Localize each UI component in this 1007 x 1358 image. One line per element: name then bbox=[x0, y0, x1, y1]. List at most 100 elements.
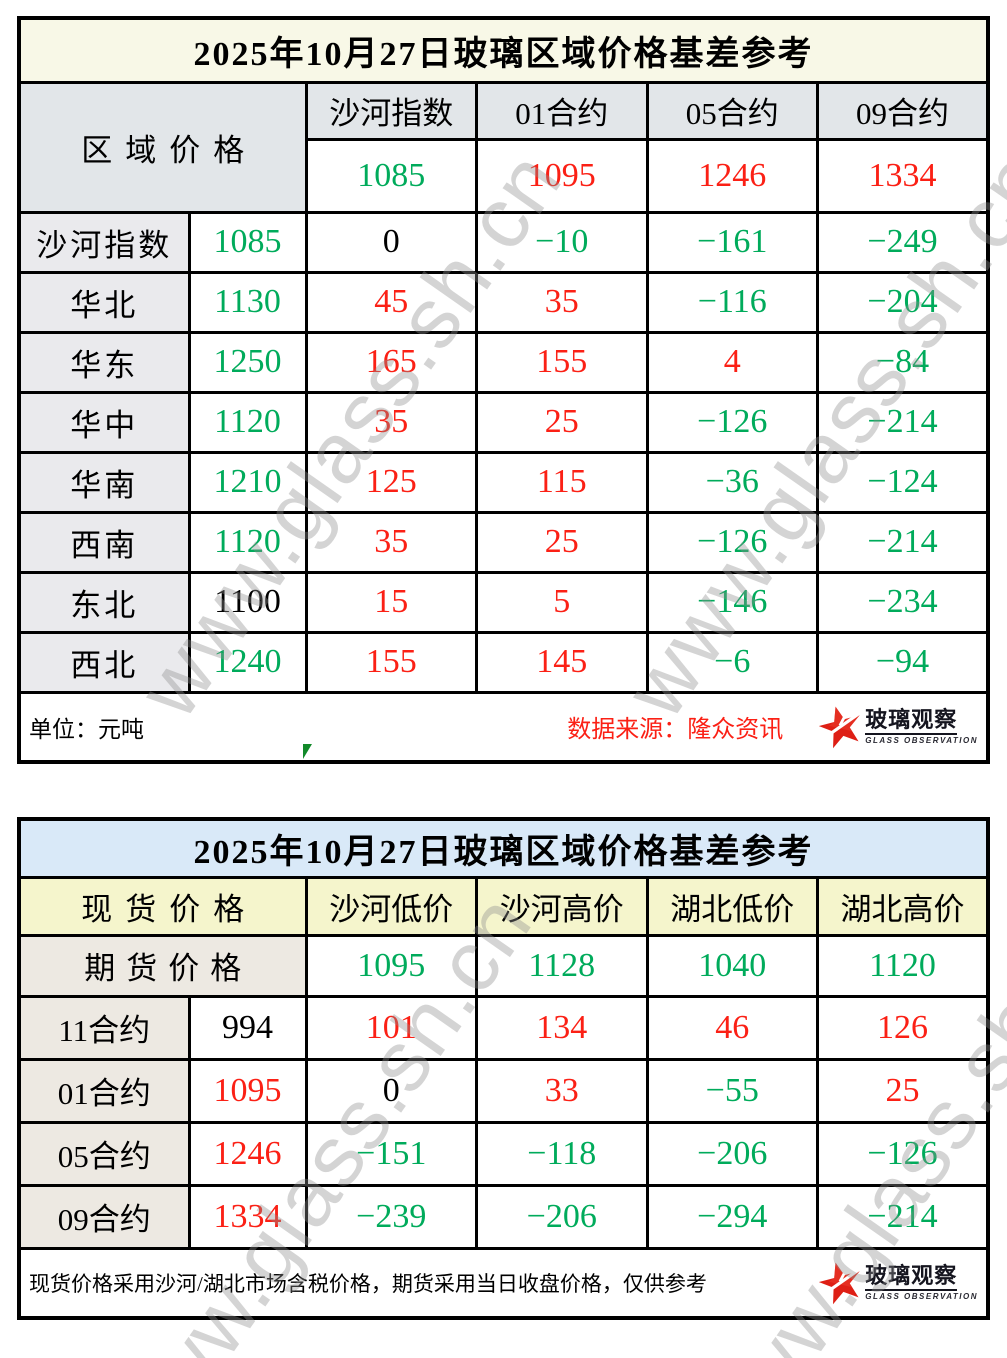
logo-subtitle: GLASS OBSERVATION bbox=[865, 1291, 978, 1301]
basis-cell: −214 bbox=[816, 1183, 990, 1250]
basis-cell: −234 bbox=[816, 570, 990, 634]
basis-cell: 0 bbox=[304, 210, 478, 274]
table-row: 华东 1250 165 155 4 −84 bbox=[17, 330, 990, 394]
basis-cell: 35 bbox=[304, 510, 478, 574]
basis-cell: 165 bbox=[304, 330, 478, 394]
table-row: 01合约 1095 0 33 −55 25 bbox=[17, 1057, 990, 1124]
spot-price-cell: 1040 bbox=[645, 933, 819, 998]
glass-observation-logo: 玻璃观察 GLASS OBSERVATION bbox=[819, 702, 978, 751]
basis-cell: −126 bbox=[645, 510, 819, 574]
futures-price-cell: 1085 bbox=[304, 137, 478, 214]
table-row: 华南 1210 125 115 −36 −124 bbox=[17, 450, 990, 514]
row-label: 华北 bbox=[17, 270, 191, 334]
disclaimer-note: 现货价格采用沙河/湖北市场含税价格，期货采用当日收盘价格，仅供参考 bbox=[29, 1271, 707, 1296]
contract-price-cell: 1334 bbox=[187, 1183, 308, 1250]
col-header-contract-09: 09合约 bbox=[816, 80, 990, 141]
spot-basis-table: 2025年10月27日玻璃区域价格基差参考 现货价格 沙河低价 沙河高价 湖北低… bbox=[17, 817, 990, 1320]
row-label: 东北 bbox=[17, 570, 191, 634]
spot-price-cell: 1120 bbox=[816, 933, 990, 998]
table1-footer: 单位：元吨 数据来源：隆众资讯 bbox=[17, 690, 990, 764]
basis-cell: 25 bbox=[475, 510, 649, 574]
basis-cell: −124 bbox=[816, 450, 990, 514]
table-row: 东北 1100 15 5 −146 −234 bbox=[17, 570, 990, 634]
basis-cell: −55 bbox=[645, 1057, 819, 1124]
table2-corner-label: 现货价格 bbox=[17, 875, 308, 937]
basis-cell: −6 bbox=[645, 630, 819, 694]
logo-subtitle: GLASS OBSERVATION bbox=[865, 735, 978, 745]
cell-comment-flag bbox=[303, 744, 312, 759]
row-label: 01合约 bbox=[17, 1057, 191, 1124]
table2-footer: 现货价格采用沙河/湖北市场含税价格，期货采用当日收盘价格，仅供参考 bbox=[17, 1246, 990, 1320]
data-source-label: 数据来源：隆众资讯 bbox=[567, 717, 784, 744]
basis-cell: −94 bbox=[816, 630, 990, 694]
basis-cell: −84 bbox=[816, 330, 990, 394]
row-label: 西南 bbox=[17, 510, 191, 574]
row-label: 沙河指数 bbox=[17, 210, 191, 274]
basis-cell: 35 bbox=[304, 390, 478, 454]
logo-star-icon bbox=[819, 1258, 864, 1305]
col-header-shahe-index: 沙河指数 bbox=[304, 80, 478, 141]
spot-price-cell: 1120 bbox=[187, 510, 308, 574]
spot-price-cell: 1100 bbox=[187, 570, 308, 634]
table1-corner-label: 区域价格 bbox=[17, 80, 308, 214]
contract-price-cell: 1246 bbox=[187, 1120, 308, 1187]
spot-price-cell: 1210 bbox=[187, 450, 308, 514]
table-row: 沙河指数 1085 0 −10 −161 −249 bbox=[17, 210, 990, 274]
table-row: 西南 1120 35 25 −126 −214 bbox=[17, 510, 990, 574]
basis-cell: 46 bbox=[645, 994, 819, 1061]
table-row: 11合约 994 101 134 46 126 bbox=[17, 994, 990, 1061]
row-label: 华南 bbox=[17, 450, 191, 514]
spot-price-cell: 1130 bbox=[187, 270, 308, 334]
basis-cell: −161 bbox=[645, 210, 819, 274]
region-basis-grid: 2025年10月27日玻璃区域价格基差参考 区域价格 沙河指数 01合约 05合… bbox=[17, 16, 990, 764]
row-label: 11合约 bbox=[17, 994, 191, 1061]
basis-cell: 155 bbox=[304, 630, 478, 694]
table-row: 05合约 1246 −151 −118 −206 −126 bbox=[17, 1120, 990, 1187]
table1-title: 2025年10月27日玻璃区域价格基差参考 bbox=[17, 16, 990, 84]
logo-name: 玻璃观察 bbox=[865, 1264, 958, 1291]
basis-cell: 145 bbox=[475, 630, 649, 694]
unit-label: 单位：元吨 bbox=[29, 716, 144, 742]
basis-cell: 0 bbox=[304, 1057, 478, 1124]
logo-star-icon bbox=[819, 702, 864, 749]
futures-price-cell: 1246 bbox=[645, 137, 819, 214]
glass-observation-logo: 玻璃观察 GLASS OBSERVATION bbox=[819, 1258, 978, 1307]
spot-price-cell: 1085 bbox=[187, 210, 308, 274]
spot-price-cell: 1240 bbox=[187, 630, 308, 694]
basis-cell: 5 bbox=[475, 570, 649, 634]
spot-basis-grid: 2025年10月27日玻璃区域价格基差参考 现货价格 沙河低价 沙河高价 湖北低… bbox=[17, 817, 990, 1320]
row-label: 05合约 bbox=[17, 1120, 191, 1187]
basis-cell: −118 bbox=[475, 1120, 649, 1187]
basis-cell: 125 bbox=[304, 450, 478, 514]
basis-cell: 155 bbox=[475, 330, 649, 394]
futures-price-cell: 1334 bbox=[816, 137, 990, 214]
futures-price-label: 期货价格 bbox=[17, 933, 308, 998]
basis-cell: −206 bbox=[645, 1120, 819, 1187]
col-header-contract-01: 01合约 bbox=[475, 80, 649, 141]
basis-cell: −239 bbox=[304, 1183, 478, 1250]
basis-cell: 4 bbox=[645, 330, 819, 394]
futures-price-cell: 1095 bbox=[475, 137, 649, 214]
basis-cell: 126 bbox=[816, 994, 990, 1061]
col-header-hubei-high: 湖北高价 bbox=[816, 875, 990, 937]
spot-price-cell: 1120 bbox=[187, 390, 308, 454]
basis-cell: 35 bbox=[475, 270, 649, 334]
table-row: 西北 1240 155 145 −6 −94 bbox=[17, 630, 990, 694]
col-header-hubei-low: 湖北低价 bbox=[645, 875, 819, 937]
basis-cell: −126 bbox=[645, 390, 819, 454]
basis-cell: −214 bbox=[816, 510, 990, 574]
row-label: 09合约 bbox=[17, 1183, 191, 1250]
basis-cell: −10 bbox=[475, 210, 649, 274]
basis-cell: −294 bbox=[645, 1183, 819, 1250]
row-label: 华中 bbox=[17, 390, 191, 454]
basis-cell: −36 bbox=[645, 450, 819, 514]
basis-cell: −249 bbox=[816, 210, 990, 274]
contract-price-cell: 994 bbox=[187, 994, 308, 1061]
spot-price-cell: 1128 bbox=[475, 933, 649, 998]
spot-price-cell: 1250 bbox=[187, 330, 308, 394]
basis-cell: −204 bbox=[816, 270, 990, 334]
basis-cell: −214 bbox=[816, 390, 990, 454]
col-header-shahe-high: 沙河高价 bbox=[475, 875, 649, 937]
basis-cell: 115 bbox=[475, 450, 649, 514]
